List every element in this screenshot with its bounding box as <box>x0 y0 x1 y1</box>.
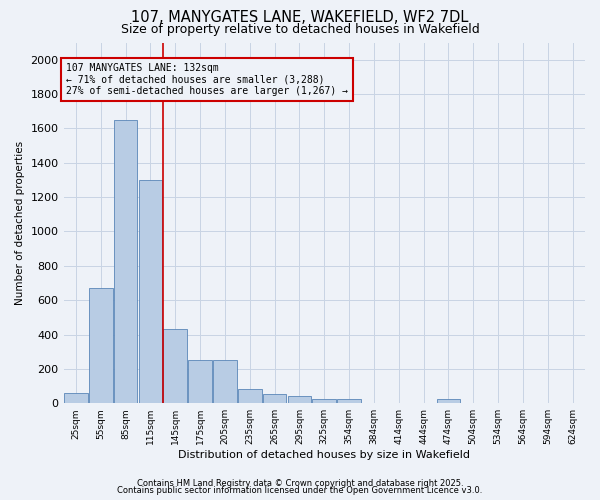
Bar <box>313 399 336 403</box>
Bar <box>114 120 137 403</box>
Y-axis label: Number of detached properties: Number of detached properties <box>15 141 25 305</box>
Bar <box>188 360 212 403</box>
Text: Contains public sector information licensed under the Open Government Licence v3: Contains public sector information licen… <box>118 486 482 495</box>
Text: Contains HM Land Registry data © Crown copyright and database right 2025.: Contains HM Land Registry data © Crown c… <box>137 478 463 488</box>
Bar <box>64 393 88 403</box>
X-axis label: Distribution of detached houses by size in Wakefield: Distribution of detached houses by size … <box>178 450 470 460</box>
Bar <box>89 288 113 403</box>
Bar <box>337 399 361 403</box>
Text: 107, MANYGATES LANE, WAKEFIELD, WF2 7DL: 107, MANYGATES LANE, WAKEFIELD, WF2 7DL <box>131 10 469 25</box>
Bar <box>437 399 460 403</box>
Bar <box>213 360 237 403</box>
Bar <box>139 180 162 403</box>
Bar <box>238 390 262 403</box>
Bar <box>287 396 311 403</box>
Text: 107 MANYGATES LANE: 132sqm
← 71% of detached houses are smaller (3,288)
27% of s: 107 MANYGATES LANE: 132sqm ← 71% of deta… <box>66 63 348 96</box>
Bar <box>163 330 187 403</box>
Bar <box>263 394 286 403</box>
Text: Size of property relative to detached houses in Wakefield: Size of property relative to detached ho… <box>121 22 479 36</box>
